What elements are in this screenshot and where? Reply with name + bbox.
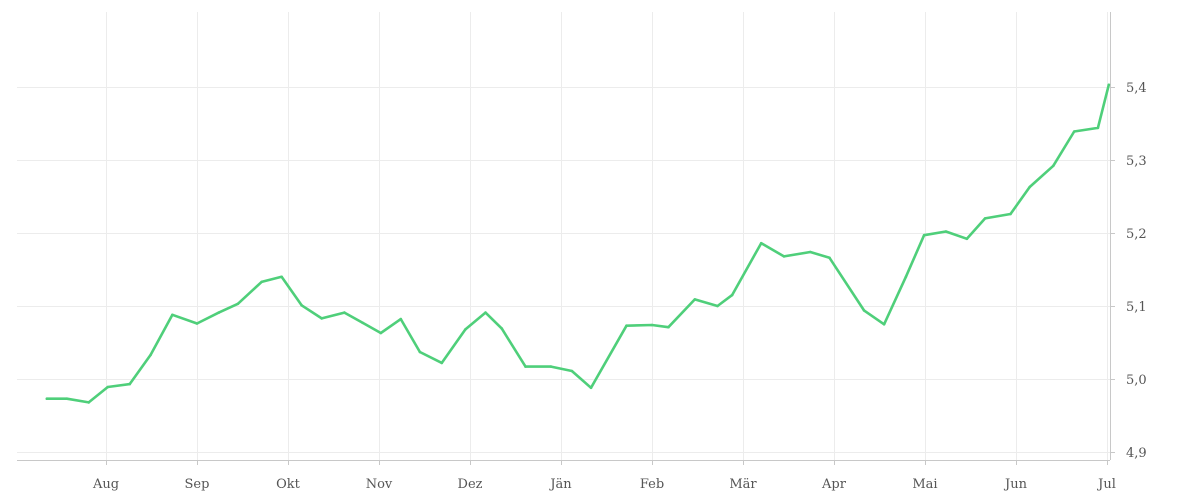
y-tick-label: 5,2: [1126, 227, 1147, 242]
data-point: [570, 369, 574, 373]
data-point: [524, 365, 527, 368]
data-point: [693, 298, 697, 301]
data-point: [236, 302, 240, 306]
data-point: [300, 304, 303, 307]
series: [45, 83, 1111, 404]
data-point: [399, 317, 403, 321]
x-tick-label: Dez: [458, 477, 483, 492]
data-point: [904, 275, 908, 279]
y-tick-label: 5,3: [1126, 154, 1147, 169]
data-point: [195, 322, 199, 325]
data-point: [1096, 126, 1100, 130]
x-tick-label: Jul: [1096, 477, 1116, 492]
data-point: [361, 321, 364, 325]
y-tick-label: 4,9: [1126, 446, 1147, 461]
data-point: [862, 309, 866, 312]
data-point: [828, 256, 831, 260]
x-tick-label: Mär: [729, 477, 757, 492]
data-point: [87, 401, 90, 404]
data-point: [809, 250, 812, 254]
x-tick-label: Jun: [1003, 477, 1028, 492]
data-point: [667, 325, 670, 329]
data-point: [965, 237, 969, 241]
data-point: [149, 353, 152, 357]
x-tick-label: Nov: [366, 477, 393, 492]
grid: [17, 12, 1110, 460]
data-point: [464, 328, 467, 331]
data-point: [260, 280, 263, 284]
y-tick-label: 5,1: [1126, 300, 1147, 315]
data-point: [716, 304, 719, 308]
data-point: [882, 323, 886, 326]
data-point: [1072, 130, 1076, 133]
data-point: [922, 233, 926, 237]
data-point: [589, 386, 593, 390]
data-point: [944, 230, 948, 233]
data-point: [759, 241, 763, 245]
data-point: [128, 382, 131, 386]
x-tick-label: Aug: [92, 477, 119, 492]
x-tick-label: Feb: [640, 477, 664, 492]
data-point: [1107, 83, 1111, 87]
data-point: [484, 311, 487, 314]
tick-labels: Aug Sep Okt Nov Dez Jän Feb Mär Apr Mai Jun Jul 4,9 5…: [92, 81, 1147, 492]
data-point: [106, 385, 110, 389]
x-tick-label: Okt: [276, 477, 301, 492]
data-point: [650, 323, 654, 327]
data-point: [782, 255, 786, 258]
axes: [17, 12, 1115, 465]
data-point: [65, 397, 69, 401]
data-point: [171, 313, 174, 317]
x-tick-label: Apr: [821, 477, 847, 492]
x-tick-label: Sep: [185, 477, 210, 492]
data-point: [379, 331, 383, 335]
data-point: [343, 311, 346, 314]
y-tick-label: 5,0: [1126, 373, 1147, 388]
data-point: [320, 317, 324, 320]
data-point: [217, 311, 221, 314]
x-tick-label: Mai: [912, 477, 937, 492]
data-point: [625, 324, 628, 328]
data-point: [440, 361, 444, 365]
y-tick-label: 5,4: [1126, 81, 1147, 96]
data-point: [549, 365, 553, 368]
data-point: [1028, 185, 1031, 189]
data-point: [1052, 164, 1055, 168]
data-point: [45, 397, 49, 401]
data-point: [730, 293, 734, 297]
data-point: [983, 217, 987, 220]
x-tick-label: Jän: [548, 477, 572, 492]
series-line: [45, 83, 1111, 404]
data-point: [1009, 212, 1012, 216]
data-point: [500, 327, 504, 330]
data-point: [418, 350, 422, 354]
data-point: [280, 275, 283, 279]
